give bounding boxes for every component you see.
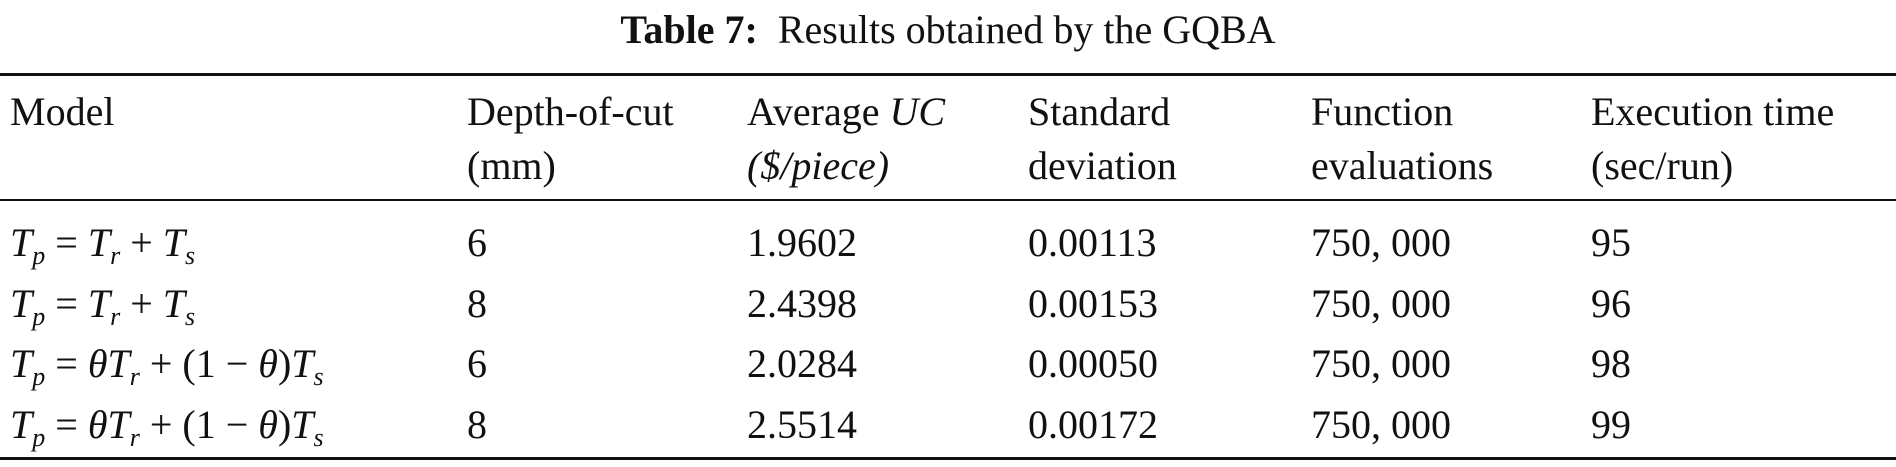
data-cell: 2.0284 bbox=[747, 341, 857, 386]
caption-gap bbox=[758, 7, 778, 52]
model-cell: Tp = θTr + (1 − θ)Ts bbox=[10, 402, 324, 451]
header-cell: Execution time bbox=[1591, 92, 1834, 132]
subscript: s bbox=[313, 423, 324, 452]
subscript: s bbox=[185, 241, 196, 270]
data-cell: 2.5514 bbox=[747, 402, 857, 447]
subscript: r bbox=[110, 302, 121, 331]
table-caption: Table 7: Results obtained by the GQBA bbox=[0, 6, 1896, 53]
subscript: r bbox=[129, 423, 140, 452]
italic-run: UC bbox=[889, 89, 946, 134]
italic-run: θ bbox=[258, 341, 278, 386]
italic-run: θ bbox=[87, 402, 108, 447]
top-rule bbox=[0, 73, 1896, 76]
text-run: + bbox=[120, 220, 163, 265]
model-cell: Tp = θTr + (1 − θ)Ts bbox=[10, 341, 324, 390]
text-run: deviation bbox=[1028, 143, 1177, 188]
subscript: p bbox=[32, 362, 46, 391]
text-run: (mm) bbox=[467, 143, 556, 188]
bottom-rule bbox=[0, 457, 1896, 460]
model-cell: Tp = Tr + Ts bbox=[10, 281, 195, 330]
header-cell: Average UC bbox=[747, 92, 945, 132]
subscript: r bbox=[129, 362, 140, 391]
italic-run: T bbox=[162, 281, 185, 326]
header-cell: Standard bbox=[1028, 92, 1170, 132]
italic-run: T bbox=[107, 341, 130, 386]
text-run: = bbox=[45, 341, 88, 386]
text-run: Standard bbox=[1028, 89, 1171, 134]
data-cell: 0.00172 bbox=[1028, 402, 1158, 447]
italic-run: T bbox=[107, 402, 130, 447]
text-run: = bbox=[45, 402, 88, 447]
italic-run: T bbox=[291, 341, 314, 386]
text-run: evaluations bbox=[1311, 143, 1494, 188]
header-cell: (mm) bbox=[467, 146, 556, 186]
header-cell: ($/piece) bbox=[747, 146, 889, 186]
subscript: p bbox=[32, 241, 46, 270]
subscript: r bbox=[110, 241, 121, 270]
header-rule bbox=[0, 199, 1896, 201]
header-cell: Depth-of-cut bbox=[467, 92, 674, 132]
italic-run: T bbox=[10, 341, 33, 386]
italic-run: T bbox=[10, 281, 33, 326]
subscript: s bbox=[313, 362, 324, 391]
text-run: ) bbox=[277, 341, 292, 386]
header-cell: Function bbox=[1311, 92, 1453, 132]
caption-label: Table 7: bbox=[620, 7, 758, 52]
subscript: p bbox=[32, 302, 46, 331]
data-cell: 6 bbox=[467, 220, 487, 265]
data-cell: 96 bbox=[1591, 281, 1631, 326]
data-cell: 8 bbox=[467, 402, 487, 447]
data-cell: 98 bbox=[1591, 341, 1631, 386]
text-run: Execution time bbox=[1591, 89, 1835, 134]
data-cell: 0.00153 bbox=[1028, 281, 1158, 326]
data-cell: 1.9602 bbox=[747, 220, 857, 265]
subscript: s bbox=[185, 302, 196, 331]
subscript: p bbox=[32, 423, 46, 452]
data-cell: 2.4398 bbox=[747, 281, 857, 326]
text-run: ) bbox=[277, 402, 292, 447]
text-run: + (1 − bbox=[139, 341, 259, 386]
text-run: Model bbox=[10, 89, 115, 134]
header-cell: (sec/run) bbox=[1591, 146, 1733, 186]
model-cell: Tp = Tr + Ts bbox=[10, 220, 195, 269]
caption-text: Results obtained by the GQBA bbox=[777, 7, 1276, 52]
italic-run: T bbox=[162, 220, 185, 265]
data-cell: 99 bbox=[1591, 402, 1631, 447]
text-run: + bbox=[120, 281, 163, 326]
text-run: (sec/run) bbox=[1591, 143, 1734, 188]
data-cell: 8 bbox=[467, 281, 487, 326]
data-cell: 750, 000 bbox=[1311, 281, 1451, 326]
data-cell: 6 bbox=[467, 341, 487, 386]
italic-run: T bbox=[87, 220, 111, 265]
data-cell: 95 bbox=[1591, 220, 1631, 265]
header-cell: evaluations bbox=[1311, 146, 1493, 186]
text-run: Depth-of-cut bbox=[467, 89, 674, 134]
italic-run: T bbox=[10, 402, 33, 447]
data-cell: 0.00113 bbox=[1028, 220, 1157, 265]
italic-run: T bbox=[291, 402, 314, 447]
text-run: Function bbox=[1311, 89, 1454, 134]
data-cell: 750, 000 bbox=[1311, 341, 1451, 386]
text-run: = bbox=[45, 220, 88, 265]
header-cell: Model bbox=[10, 92, 114, 132]
text-run: + (1 − bbox=[139, 402, 259, 447]
text-run: Average bbox=[747, 89, 890, 134]
italic-run: θ bbox=[258, 402, 278, 447]
data-cell: 0.00050 bbox=[1028, 341, 1158, 386]
text-run: = bbox=[45, 281, 88, 326]
italic-run: θ bbox=[87, 341, 108, 386]
italic-run: ($/piece) bbox=[747, 143, 890, 188]
data-cell: 750, 000 bbox=[1311, 402, 1451, 447]
italic-run: T bbox=[10, 220, 33, 265]
italic-run: T bbox=[87, 281, 111, 326]
data-cell: 750, 000 bbox=[1311, 220, 1451, 265]
header-cell: deviation bbox=[1028, 146, 1177, 186]
